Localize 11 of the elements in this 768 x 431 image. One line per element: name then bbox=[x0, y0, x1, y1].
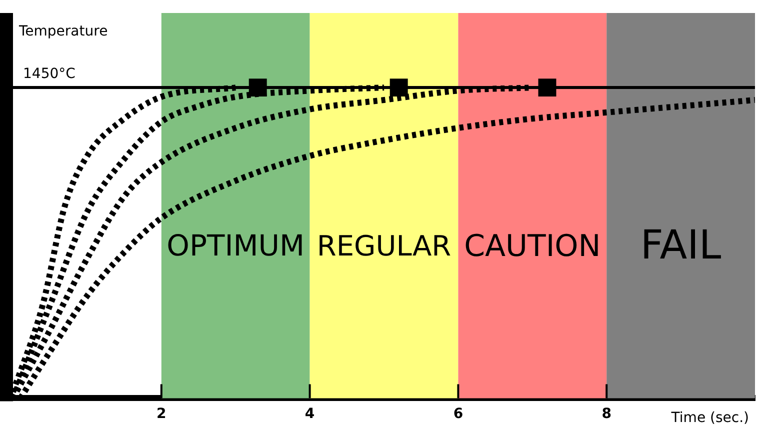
band-label: REGULAR bbox=[316, 229, 452, 262]
band-label: CAUTION bbox=[464, 228, 601, 264]
band-label: OPTIMUM bbox=[166, 228, 305, 263]
x-axis-title: Time (sec.) bbox=[670, 410, 749, 426]
band-label: FAIL bbox=[640, 222, 722, 268]
x-tick-label: 6 bbox=[453, 406, 464, 422]
x-tick-label: 8 bbox=[602, 406, 612, 422]
x-tick-label: 2 bbox=[156, 406, 166, 422]
y-axis-title: Temperature bbox=[18, 24, 108, 40]
x-tick-label: 4 bbox=[304, 406, 315, 422]
ref-line-label: 1450°C bbox=[23, 66, 76, 82]
